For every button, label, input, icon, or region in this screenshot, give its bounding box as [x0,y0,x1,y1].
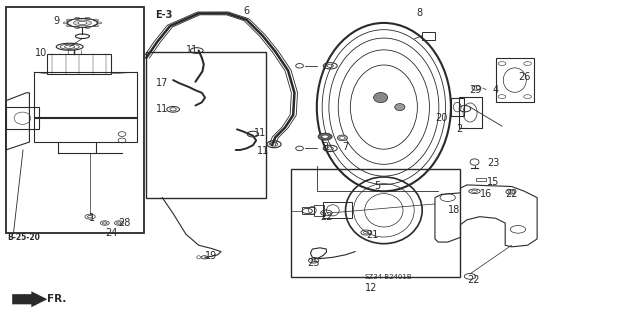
Bar [451,98,464,116]
Text: 6: 6 [243,6,250,16]
Text: 28: 28 [118,218,130,228]
Text: 11: 11 [156,104,168,114]
Bar [6,7,145,233]
Text: 22: 22 [505,189,518,199]
Bar [34,72,138,118]
Text: 24: 24 [105,227,117,238]
Text: 17: 17 [156,78,168,88]
Bar [47,54,111,74]
Ellipse shape [318,133,332,140]
Text: 11: 11 [257,145,269,156]
Text: 16: 16 [479,189,492,199]
Text: 18: 18 [448,205,460,215]
Text: 9: 9 [53,16,60,26]
Text: 2: 2 [456,124,462,134]
Bar [302,206,314,214]
Bar [291,169,461,277]
Text: 22: 22 [320,212,333,222]
Text: 20: 20 [435,113,447,123]
Bar [147,51,266,197]
Text: SZ34-B2401B: SZ34-B2401B [365,274,412,280]
Text: 29: 29 [469,85,481,95]
Text: 21: 21 [366,230,378,240]
Text: 12: 12 [365,283,377,293]
Text: 3: 3 [322,142,328,152]
Text: 1: 1 [89,213,95,223]
Text: 19: 19 [205,251,218,261]
Bar [460,97,481,128]
Ellipse shape [340,137,345,139]
Text: E-3: E-3 [156,10,173,20]
Polygon shape [12,291,47,307]
Bar [34,117,138,142]
Bar [495,58,534,102]
Bar [422,32,435,41]
Bar [314,204,324,216]
Ellipse shape [74,20,92,26]
Ellipse shape [337,135,348,141]
Text: 23: 23 [487,158,500,168]
Ellipse shape [322,135,328,138]
Bar [476,178,486,181]
Text: 8: 8 [416,8,422,19]
Text: 11: 11 [253,129,266,138]
Text: 15: 15 [487,177,500,187]
Text: 26: 26 [518,72,531,82]
Text: FR.: FR. [47,294,66,304]
Text: 7: 7 [342,142,349,152]
Text: 10: 10 [35,48,47,58]
Ellipse shape [374,93,388,103]
Text: 22: 22 [467,275,479,285]
Text: 25: 25 [307,258,320,268]
Text: B-25-20: B-25-20 [7,233,40,242]
Text: 5: 5 [374,182,381,191]
Text: 4: 4 [493,85,499,95]
Ellipse shape [395,104,405,111]
Bar [323,202,352,218]
Ellipse shape [78,21,87,25]
Bar [6,107,39,129]
Text: 11: 11 [186,45,198,55]
